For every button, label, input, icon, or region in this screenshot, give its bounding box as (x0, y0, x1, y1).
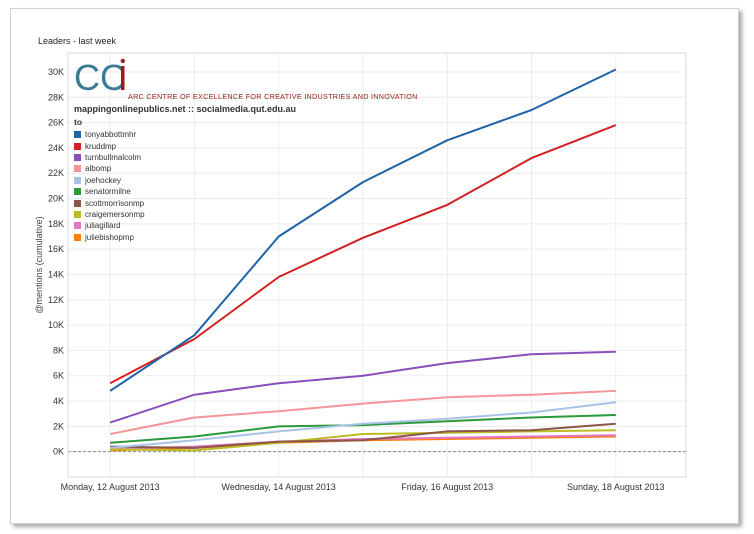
legend-item-senatormilne[interactable]: senatormilne (74, 186, 145, 197)
legend-label: tonyabbottmhr (85, 130, 137, 140)
legend-item-juliagillard[interactable]: juliagillard (74, 220, 145, 231)
x-tick-label: Wednesday, 14 August 2013 (222, 482, 336, 492)
y-tick-label: 12K (48, 295, 64, 305)
y-tick-label: 26K (48, 118, 64, 128)
series-line-scottmorrisonmp (110, 422, 616, 449)
legend-item-juliebishopmp[interactable]: juliebishopmp (74, 232, 145, 243)
cci-logo: CC (74, 57, 134, 103)
legend-swatch (74, 176, 81, 184)
legend-swatch (74, 165, 81, 173)
series-line-tonyabbottmhr (109, 68, 617, 392)
x-tick-label: Monday, 12 August 2013 (61, 482, 160, 492)
y-tick-label: 24K (48, 143, 64, 153)
legend-label: albomp (85, 164, 112, 174)
chart-title: Leaders - last week (38, 36, 117, 46)
legend-title: to (74, 117, 83, 127)
legend-label: craigemersonmp (85, 209, 145, 219)
y-tick-label: 0K (53, 447, 64, 457)
legend-item-kruddmp[interactable]: kruddmp (74, 140, 145, 151)
legend-item-tonyabbottmhr[interactable]: tonyabbottmhr (74, 129, 145, 140)
series-line-juliagillard (110, 434, 616, 451)
legend-swatch (74, 188, 81, 196)
legend-swatch (74, 153, 81, 161)
y-tick-label: 20K (48, 194, 64, 204)
legend: to tonyabbottmhr kruddmp turnbullmalcolm al… (74, 117, 145, 243)
legend-swatch (74, 233, 81, 241)
legend-label: scottmorrisonmp (85, 198, 145, 208)
series-line-joehockey (110, 401, 616, 449)
legend-label: kruddmp (85, 141, 117, 151)
logo-text: ARC CENTRE OF EXCELLENCE FOR CREATIVE IN… (128, 92, 418, 101)
legend-item-joehockey[interactable]: joehockey (74, 175, 145, 186)
logo-letters-cc: CC (74, 58, 126, 98)
legend-item-albomp[interactable]: albomp (74, 163, 145, 174)
legend-label: turnbullmalcolm (85, 152, 142, 162)
legend-label: senatormilne (85, 187, 131, 197)
series-line-turnbullmalcolm (109, 350, 616, 424)
logo-i-dot (120, 58, 125, 64)
y-tick-label: 30K (48, 67, 64, 77)
plot-area (67, 52, 687, 478)
x-tick-label: Friday, 16 August 2013 (401, 482, 493, 492)
y-tick-label: 4K (53, 396, 64, 406)
legend-swatch (74, 199, 81, 207)
y-tick-label: 16K (48, 244, 64, 254)
legend-item-turnbullmalcolm[interactable]: turnbullmalcolm (74, 152, 145, 163)
y-tick-label: 14K (48, 269, 64, 279)
legend-item-craigemersonmp[interactable]: craigemersonmp (74, 209, 145, 220)
x-tick-label: Sunday, 18 August 2013 (567, 482, 664, 492)
legend-swatch (74, 210, 81, 218)
y-tick-label: 22K (48, 168, 64, 178)
series-line-senatormilne (110, 414, 616, 444)
source-line: mappingonlinepublics.net :: socialmedia.… (74, 104, 297, 114)
y-tick-label: 28K (48, 92, 64, 102)
legend-swatch (74, 131, 81, 139)
logo-i-stem (121, 66, 125, 90)
y-tick-label: 8K (53, 345, 64, 355)
y-tick-label: 2K (53, 421, 64, 431)
y-tick-label: 6K (53, 371, 64, 381)
legend-label: juliebishopmp (85, 232, 134, 242)
legend-swatch (74, 142, 81, 150)
series-line-albomp (109, 389, 616, 435)
legend-item-scottmorrisonmp[interactable]: scottmorrisonmp (74, 197, 145, 208)
y-tick-label: 18K (48, 219, 64, 229)
series-line-craigemersonmp (110, 429, 616, 452)
legend-items: tonyabbottmhr kruddmp turnbullmalcolm albom… (74, 129, 145, 243)
y-axis-title: @mentions (cumulative) (34, 216, 44, 313)
series-line-kruddmp (109, 124, 617, 385)
legend-label: joehockey (85, 175, 122, 185)
legend-swatch (74, 222, 81, 230)
legend-label: juliagillard (85, 221, 121, 231)
y-tick-label: 10K (48, 320, 64, 330)
